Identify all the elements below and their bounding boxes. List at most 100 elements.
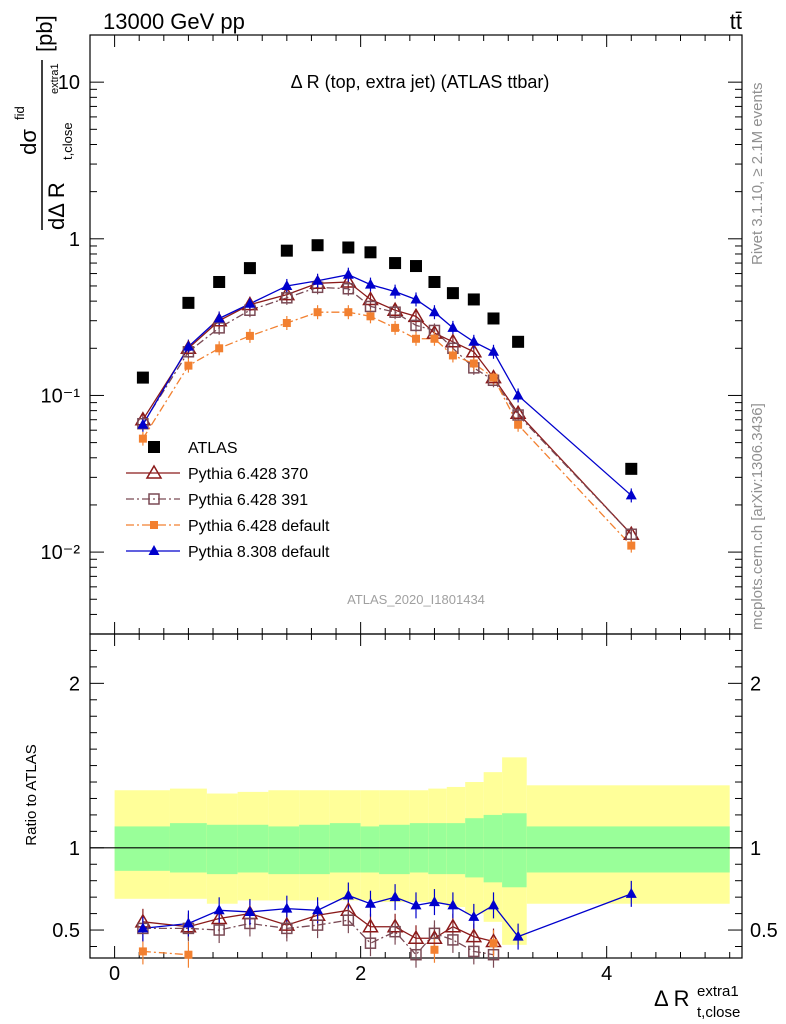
y-label-denominator: dΔ R <box>44 182 69 230</box>
ratio-point <box>342 889 354 900</box>
series-point <box>282 319 291 328</box>
ratio-point <box>488 899 500 910</box>
series-point <box>138 434 147 443</box>
ratio-point <box>407 929 425 945</box>
series-point <box>407 307 425 323</box>
series-point <box>468 335 480 346</box>
ratio-point <box>213 924 225 936</box>
ratio-band-inner <box>206 824 238 875</box>
ratio-point <box>465 928 483 943</box>
ratio-y-tick-label-right: 1 <box>750 838 761 860</box>
series-point <box>364 278 376 289</box>
series-markers <box>134 239 640 961</box>
ratio-point <box>410 948 422 961</box>
ratio-series-line <box>142 950 189 956</box>
x-label-main: Δ R <box>654 986 689 1011</box>
atlas-data-point <box>243 262 256 275</box>
legend-label-atlas: ATLAS <box>188 440 238 457</box>
series-point <box>391 323 400 332</box>
ratio-point <box>389 891 401 902</box>
ratio-point <box>512 930 524 941</box>
series-line <box>142 274 632 496</box>
series-point <box>412 334 420 343</box>
header-right: tt̄ <box>730 9 742 34</box>
series-point <box>342 268 354 279</box>
series-line <box>142 311 632 547</box>
ratio-point <box>410 899 422 910</box>
atlas-data-point <box>410 260 422 273</box>
rivet-label: Rivet 3.1.10, ≥ 2.1M events <box>749 83 766 266</box>
ratio-band-inner <box>483 814 503 883</box>
legend-marker <box>150 521 158 529</box>
legend: ATLAS Pythia 6.428 370 Pythia 6.428 391 Pyt… <box>126 440 330 561</box>
ratio-point <box>364 897 376 908</box>
legend-label: Pythia 8.308 default <box>188 544 330 561</box>
series-point <box>313 308 322 317</box>
ratio-series-line <box>142 909 494 943</box>
ratio-point <box>487 948 500 961</box>
ratio-band-inner <box>526 826 730 873</box>
series-point <box>389 306 401 318</box>
series-point <box>512 409 524 421</box>
ratio-point <box>426 929 443 945</box>
chart-title: Δ R (top, extra jet) (ATLAS ttbar) <box>291 72 550 92</box>
ratio-series-line <box>142 893 632 938</box>
x-label-sup: extra1 <box>697 983 739 1000</box>
ratio-point <box>625 887 637 898</box>
ratio-point <box>468 910 480 921</box>
legend-marker <box>148 493 160 505</box>
ratio-y-tick-label-right: 2 <box>750 673 761 695</box>
ratio-point <box>468 945 480 958</box>
y-tick-label: 10⁻² <box>41 542 81 564</box>
atlas-data-point <box>467 293 480 306</box>
series-point <box>312 274 324 285</box>
atlas-data-point <box>428 275 441 288</box>
ratio-point <box>362 918 379 933</box>
atlas-data-point <box>487 312 500 325</box>
ratio-point <box>281 902 293 913</box>
ratio-point <box>138 947 147 956</box>
ratio-point <box>182 917 194 928</box>
ratio-band-inner <box>428 823 447 875</box>
series-point <box>344 308 353 317</box>
series-point <box>342 282 355 295</box>
ratio-point <box>210 910 228 925</box>
legend-label: Pythia 6.428 default <box>188 518 330 535</box>
series-point <box>448 351 457 360</box>
ratio-point <box>447 899 459 910</box>
series-line <box>142 281 632 535</box>
series-point <box>281 279 293 290</box>
ratio-point <box>444 918 462 933</box>
y-tick-label: 10 <box>58 72 80 94</box>
ratio-band-inner <box>299 824 330 875</box>
y-label-numerator: dσ <box>16 129 41 155</box>
x-tick-label: 2 <box>355 963 366 985</box>
ratio-point <box>386 918 404 933</box>
atlas-data-point <box>213 275 226 288</box>
atlas-data-point <box>280 244 293 257</box>
series-point <box>465 343 483 358</box>
atlas-data-point <box>342 241 355 254</box>
series-point <box>469 359 478 368</box>
series-point <box>245 331 254 340</box>
ratio-band-inner <box>114 826 170 871</box>
ratio-point <box>244 917 256 930</box>
mcplots-label: mcplots.cern.ch [arXiv:1306.3436] <box>749 403 766 630</box>
ratio-point <box>312 904 324 915</box>
series-point <box>627 541 636 550</box>
ratio-point <box>428 927 441 940</box>
series-point <box>489 373 498 382</box>
series-point <box>386 301 404 316</box>
ratio-band-inner <box>360 826 380 873</box>
series-point <box>514 420 523 429</box>
atlas-data-point <box>625 462 638 475</box>
ratio-point <box>428 896 440 907</box>
ratio-y-axis-label: Ratio to ATLAS <box>23 744 40 845</box>
series-point <box>278 286 296 301</box>
ratio-point <box>430 945 439 954</box>
series-point <box>444 333 462 348</box>
series-point <box>410 319 422 332</box>
watermark: ATLAS_2020_I1801434 <box>347 592 485 607</box>
atlas-data-point <box>389 257 402 270</box>
ratio-point <box>137 922 149 933</box>
